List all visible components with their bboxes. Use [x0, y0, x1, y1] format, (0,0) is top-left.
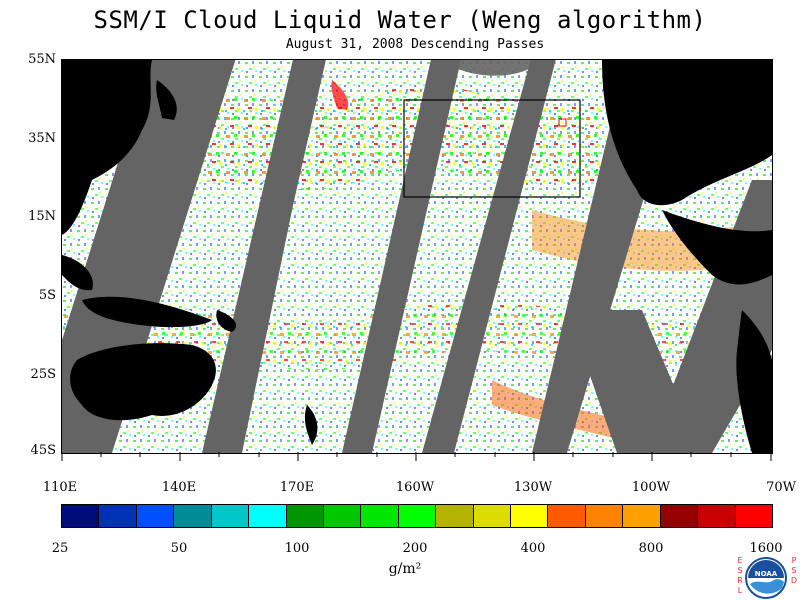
y-label-55n: 55N	[28, 52, 56, 67]
colorbar-swatch-11	[473, 505, 512, 527]
colorbar-label-100: 100	[284, 541, 310, 556]
colorbar	[61, 504, 773, 528]
colorbar-unit: g/m²	[388, 561, 422, 577]
y-label-35n: 35N	[28, 131, 56, 146]
land-masses	[62, 60, 772, 453]
colorbar-swatch-8	[361, 505, 399, 527]
colorbar-label-1600: 1600	[749, 541, 783, 556]
colorbar-swatch-16	[660, 505, 699, 527]
map-title: SSM/I Cloud Liquid Water (Weng algorithm…	[93, 6, 707, 34]
colorbar-swatch-18	[735, 505, 773, 527]
colorbar-swatch-0	[62, 505, 100, 527]
colorbar-swatch-3	[174, 505, 212, 527]
point-marker	[558, 118, 567, 127]
x-label-110e: 110E	[42, 480, 78, 495]
map-canvas	[62, 60, 772, 453]
region-box	[403, 99, 581, 198]
colorbar-swatch-4	[211, 505, 250, 527]
colorbar-label-200: 200	[402, 541, 428, 556]
x-label-70w: 70W	[766, 480, 796, 495]
colorbar-swatch-15	[623, 505, 661, 527]
x-axis-ticks	[61, 452, 772, 461]
x-label-160w: 160W	[395, 480, 435, 495]
logo-text: NOAA	[755, 570, 778, 578]
colorbar-swatch-13	[548, 505, 586, 527]
y-label-25s: 25S	[30, 367, 56, 382]
x-label-100w: 100W	[631, 480, 671, 495]
colorbar-swatch-12	[511, 505, 549, 527]
colorbar-label-800: 800	[638, 541, 664, 556]
y-label-45s: 45S	[30, 443, 56, 458]
map-subtitle: August 31, 2008 Descending Passes	[285, 37, 545, 52]
y-label-5s: 5S	[38, 288, 56, 303]
colorbar-swatch-7	[323, 505, 362, 527]
colorbar-swatch-17	[698, 505, 736, 527]
x-label-140e: 140E	[161, 480, 197, 495]
colorbar-swatch-1	[99, 505, 137, 527]
colorbar-swatch-5	[249, 505, 287, 527]
colorbar-label-25: 25	[51, 541, 69, 556]
colorbar-label-400: 400	[520, 541, 546, 556]
noaa-logo-icon: NOAA	[745, 557, 787, 599]
x-label-130w: 130W	[513, 480, 553, 495]
colorbar-swatch-9	[398, 505, 437, 527]
colorbar-swatch-6	[286, 505, 324, 527]
colorbar-label-50: 50	[170, 541, 188, 556]
colorbar-swatch-10	[436, 505, 474, 527]
y-label-15n: 15N	[28, 209, 56, 224]
cloud-water-map	[61, 59, 773, 454]
colorbar-swatch-2	[136, 505, 175, 527]
colorbar-swatch-14	[585, 505, 624, 527]
x-label-170e: 170E	[279, 480, 315, 495]
